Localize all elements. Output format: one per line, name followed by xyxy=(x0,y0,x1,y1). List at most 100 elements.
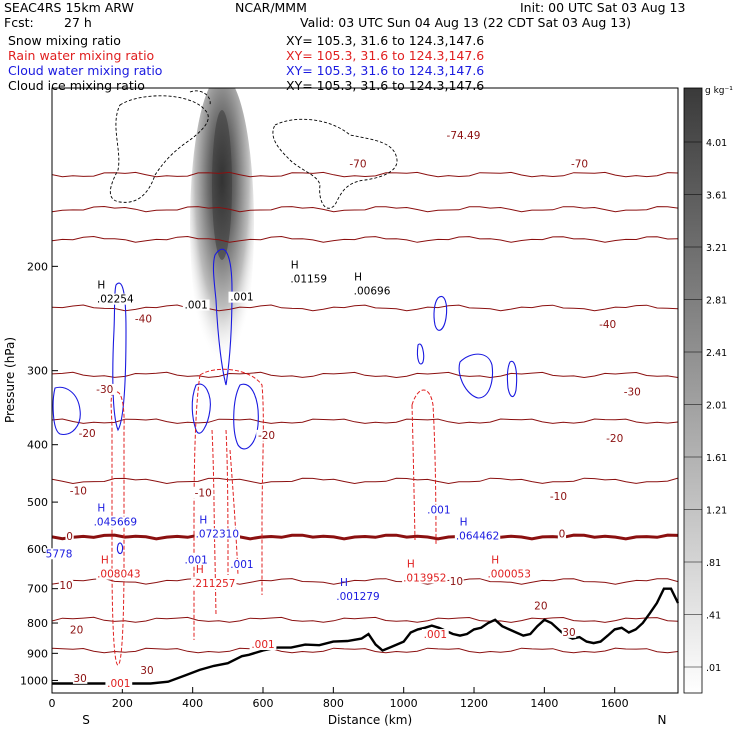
label-background xyxy=(182,299,210,311)
y-tick-label: 700 xyxy=(27,583,48,596)
label-background xyxy=(133,313,154,325)
maximum-marker: H xyxy=(460,517,468,529)
temperature-label: -30 xyxy=(96,384,113,396)
maximum-value-label: .072310 xyxy=(196,528,239,540)
temperature-contour-line xyxy=(52,616,678,623)
cloud-water-contour xyxy=(416,343,425,365)
cloud-water-contour xyxy=(112,282,127,432)
maximum-marker: H xyxy=(196,564,204,576)
mixing-ratio-contour-label: .001 xyxy=(184,555,207,567)
y-axis: 200 300 400 500 600 700 800 900 1000 xyxy=(20,260,58,687)
init-time: Init: 00 UTC Sat 03 Aug 13 xyxy=(520,0,686,15)
model-title: SEAC4RS 15km ARW xyxy=(4,0,134,15)
label-background xyxy=(191,578,237,590)
terrain-line xyxy=(52,587,680,685)
colorbar-tick-label: 3.21 xyxy=(706,243,727,254)
cloud-water-contour xyxy=(458,353,494,399)
label-background xyxy=(289,273,329,285)
south-label: S xyxy=(82,713,90,727)
field-name-rain: Rain water mixing ratio xyxy=(8,48,155,63)
label-background xyxy=(92,516,139,528)
mixing-ratio-contour-label: .001 xyxy=(251,639,274,651)
y-tick-label: 900 xyxy=(27,647,48,660)
y-axis-label: Pressure (hPa) xyxy=(3,337,17,423)
label-background xyxy=(72,672,88,684)
label-background xyxy=(76,427,98,439)
colorbar-tick-label: .01 xyxy=(706,663,721,674)
temperature-contour-line xyxy=(52,533,678,541)
temperature-label: 0 xyxy=(66,531,73,543)
label-background xyxy=(597,318,618,330)
mixing-ratio-contour-label: .001 xyxy=(427,505,450,517)
maximum-value-label: .064462 xyxy=(456,531,499,543)
temperature-contours xyxy=(52,171,678,654)
mixing-ratio-contour-label: .001 xyxy=(107,678,130,690)
x-tick-label: 1600 xyxy=(601,697,629,710)
fcst-label: Fcst: xyxy=(4,15,34,30)
cloud-water-contour xyxy=(212,248,233,386)
maximum-marker: H xyxy=(97,280,105,292)
temperature-contour-line xyxy=(52,647,678,654)
colorbar-tick-label: 4.01 xyxy=(706,138,727,149)
maximum-marker: H xyxy=(340,577,348,589)
field-xy-cloudice: XY= 105.3, 31.6 to 124.3,147.6 xyxy=(286,78,485,93)
x-tick-label: 200 xyxy=(112,697,133,710)
maximum-value-label: .00696 xyxy=(354,286,391,298)
label-background xyxy=(96,568,142,580)
x-tick-label: 600 xyxy=(253,697,274,710)
label-background xyxy=(548,490,569,502)
label-background xyxy=(621,386,643,398)
colorbar-tick-label: 3.61 xyxy=(706,191,727,202)
temperature-label: 20 xyxy=(70,624,83,636)
temperature-contour-line xyxy=(52,477,678,485)
label-background xyxy=(182,554,210,566)
label-background xyxy=(486,568,532,580)
y-tick-label: 600 xyxy=(27,543,48,556)
temperature-contour-line xyxy=(52,371,678,379)
cloud-water-contour xyxy=(233,383,259,450)
cloud-water-contour xyxy=(52,386,81,435)
x-tick-label: 800 xyxy=(323,697,344,710)
x-axis: 0 200 400 600 800 1000 1200 1400 1600 xyxy=(49,687,629,710)
label-background xyxy=(58,579,74,591)
temperature-contour-line xyxy=(52,171,678,178)
maximum-value-label: .02254 xyxy=(97,294,134,306)
colorbar-unit: g kg⁻¹ xyxy=(705,86,733,96)
temperature-label: -40 xyxy=(135,314,152,326)
temperature-label: 0 xyxy=(559,529,566,541)
field-name-snow: Snow mixing ratio xyxy=(8,33,121,48)
colorbar-tick-label: 2.81 xyxy=(706,296,727,307)
maximum-value-label: .000053 xyxy=(487,569,530,581)
label-background xyxy=(228,291,256,303)
field-xy-cloudwater: XY= 105.3, 31.6 to 124.3,147.6 xyxy=(286,63,485,78)
label-background xyxy=(95,293,135,305)
label-background xyxy=(139,664,155,676)
label-background xyxy=(425,504,453,516)
temperature-label: 10 xyxy=(450,576,463,588)
maximum-value-label: .211257 xyxy=(192,578,235,590)
cloud-ice-contour xyxy=(189,90,211,106)
cloud-ice-contour xyxy=(272,118,398,209)
mixing-ratio-contour-label: .001 xyxy=(230,559,253,571)
field-name-cloudwater: Cloud water mixing ratio xyxy=(8,63,163,78)
label-background xyxy=(65,530,74,542)
temperature-label: -70 xyxy=(349,158,366,170)
rain-water-contour xyxy=(110,391,125,666)
maximum-value-label: .01159 xyxy=(290,273,327,285)
y-tick-label: 800 xyxy=(27,617,48,630)
x-tick-label: 1200 xyxy=(460,697,488,710)
label-background xyxy=(94,383,116,395)
label-background xyxy=(45,548,73,560)
label-background xyxy=(454,530,501,542)
x-tick-label: 400 xyxy=(182,697,203,710)
label-background xyxy=(604,433,625,445)
temperature-contour-line xyxy=(52,418,678,424)
cloud-water-contour xyxy=(116,542,124,555)
mixing-ratio-contour-label: .001 xyxy=(184,300,207,312)
rain-water-contour xyxy=(411,389,437,546)
label-background xyxy=(421,629,449,641)
x-tick-label: 1400 xyxy=(530,697,558,710)
maximum-value-label: .045669 xyxy=(94,517,137,529)
maximum-value-label: .013952 xyxy=(403,572,446,584)
label-background xyxy=(192,487,214,499)
